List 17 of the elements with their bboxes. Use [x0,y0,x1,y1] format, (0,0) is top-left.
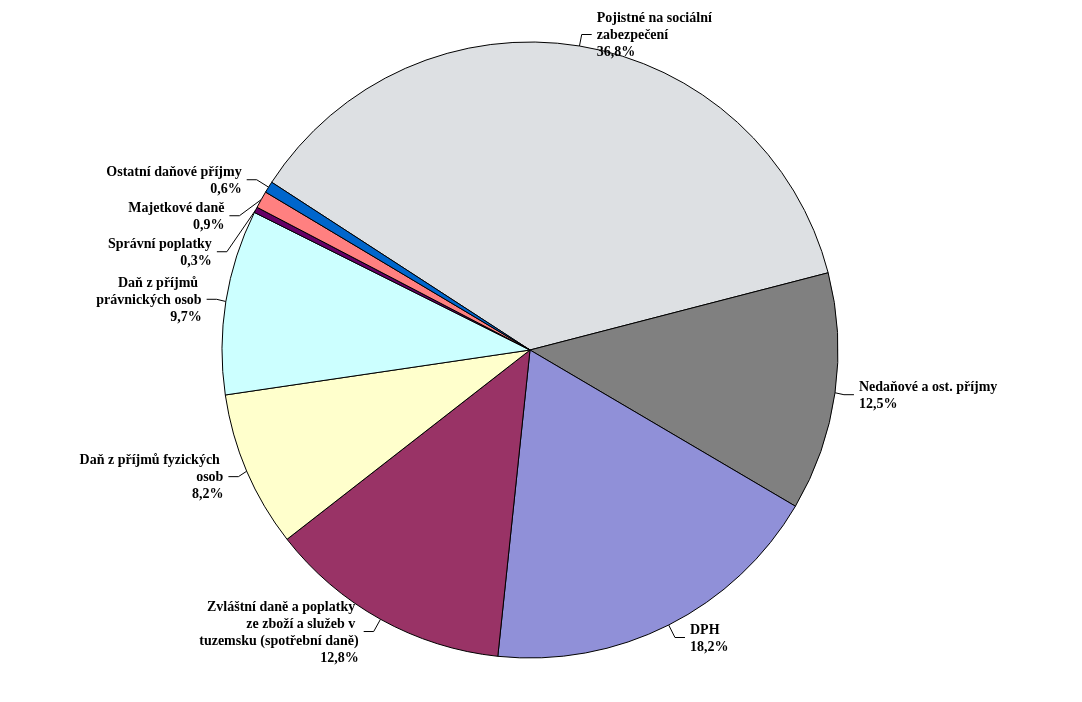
slice-label: Ostatní daňové příjmy [106,163,242,179]
data-label: 12,8% [320,649,359,665]
slice-label: Majetkové daně [128,199,225,215]
slice-label: Nedaňové a ost. příjmy [858,378,998,394]
data-label: 0,3% [180,252,212,268]
slice-label: DPH [689,621,720,637]
data-label: 0,9% [192,216,225,232]
data-label: 8,2% [191,486,224,502]
slice-label: Daň z příjmů fyzických osob [79,452,224,485]
slice-label: Pojistné na sociální zabezpečení [596,10,716,42]
slice-label: Správní poplatky [107,235,212,251]
data-label: 12,5% [858,395,898,411]
data-label: 9,7% [170,308,202,324]
data-label: 0,6% [210,180,242,196]
slice-label: Zvláštní daně a poplatky ze zboží a služeb v tuzemsku (spotřební daně) [199,598,360,649]
slice-label: Daň z příjmů právnických osob [96,274,202,307]
data-label: 18,2% [689,638,729,654]
